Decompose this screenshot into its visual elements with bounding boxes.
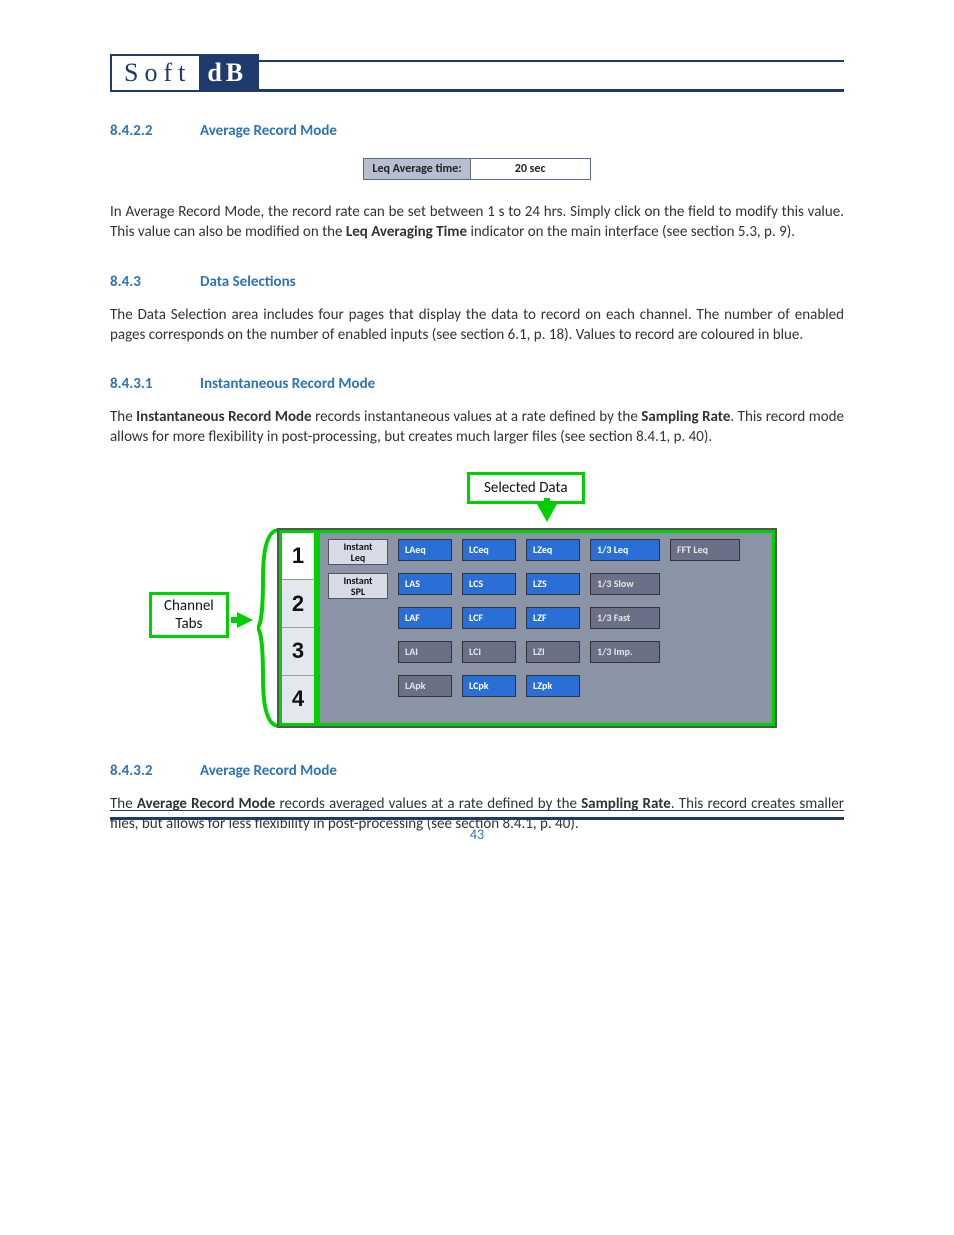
leq-average-value[interactable]: 20 sec bbox=[471, 158, 591, 180]
paragraph-8422: In Average Record Mode, the record rate … bbox=[110, 202, 844, 243]
heading-843: 8.4.3 Data Selections bbox=[110, 273, 844, 291]
data-chip-las[interactable]: LAS bbox=[398, 573, 452, 595]
channel-tabs: 1 2 3 4 bbox=[279, 530, 317, 726]
data-chip-fft-leq[interactable]: FFT Leq bbox=[670, 539, 740, 561]
data-chip-lzs[interactable]: LZS bbox=[526, 573, 580, 595]
data-chip-lcf[interactable]: LCF bbox=[462, 607, 516, 629]
data-chip-lzpk[interactable]: LZpk bbox=[526, 675, 580, 697]
heading-title: Average Record Mode bbox=[200, 122, 337, 140]
data-chip-lzf[interactable]: LZF bbox=[526, 607, 580, 629]
data-chip-1-3-imp-[interactable]: 1/3 Imp. bbox=[590, 641, 660, 663]
text-bold: Sampling Rate bbox=[641, 408, 730, 426]
text-bold: Leq Averaging Time bbox=[346, 223, 467, 241]
heading-num: 8.4.3.2 bbox=[110, 762, 200, 780]
data-selection-panel: 1 2 3 4 InstantLeq LAeq LCeq LZeq 1/3 Leq FFT… bbox=[277, 528, 777, 728]
data-chip-laeq[interactable]: LAeq bbox=[398, 539, 452, 561]
channel-tab-3[interactable]: 3 bbox=[282, 628, 314, 676]
heading-num: 8.4.2.2 bbox=[110, 122, 200, 140]
data-chip-1-3-fast[interactable]: 1/3 Fast bbox=[590, 607, 660, 629]
footer-rule bbox=[110, 817, 844, 820]
data-chip-laf[interactable]: LAF bbox=[398, 607, 452, 629]
data-selection-diagram: Selected Data Channel Tabs 1 2 3 4 Insta… bbox=[167, 472, 787, 732]
text: Channel bbox=[164, 597, 214, 615]
callout-selected-data: Selected Data bbox=[467, 472, 585, 504]
data-chip-1-3-slow[interactable]: 1/3 Slow bbox=[590, 573, 660, 595]
page-number: 43 bbox=[470, 826, 484, 843]
data-chip-lapk[interactable]: LApk bbox=[398, 675, 452, 697]
page-footer: 43 bbox=[110, 810, 844, 844]
paragraph-843: The Data Selection area includes four pa… bbox=[110, 305, 844, 346]
heading-title: Instantaneous Record Mode bbox=[200, 375, 375, 393]
text: Tabs bbox=[175, 615, 202, 633]
arrow-down-icon bbox=[537, 504, 557, 522]
heading-title: Average Record Mode bbox=[200, 762, 337, 780]
data-chip-lceq[interactable]: LCeq bbox=[462, 539, 516, 561]
heading-8422: 8.4.2.2 Average Record Mode bbox=[110, 122, 844, 140]
row-label-instant-leq: InstantLeq bbox=[328, 539, 388, 565]
paragraph-8431: The Instantaneous Record Mode records in… bbox=[110, 407, 844, 448]
heading-num: 8.4.3 bbox=[110, 273, 200, 291]
text: The bbox=[110, 408, 136, 426]
heading-num: 8.4.3.1 bbox=[110, 375, 200, 393]
leq-average-label: Leq Average time: bbox=[363, 158, 470, 180]
channel-tab-2[interactable]: 2 bbox=[282, 580, 314, 628]
data-chip-lzi[interactable]: LZI bbox=[526, 641, 580, 663]
heading-8432: 8.4.3.2 Average Record Mode bbox=[110, 762, 844, 780]
header-rule-bottom bbox=[259, 89, 844, 92]
channel-tab-1[interactable]: 1 bbox=[282, 533, 314, 581]
leq-average-widget: Leq Average time: 20 sec bbox=[110, 158, 844, 180]
row-label-instant-spl: InstantSPL bbox=[328, 573, 388, 599]
channel-tab-4[interactable]: 4 bbox=[282, 676, 314, 723]
heading-8431: 8.4.3.1 Instantaneous Record Mode bbox=[110, 375, 844, 393]
data-chip-1-3-leq[interactable]: 1/3 Leq bbox=[590, 539, 660, 561]
data-chip-lcpk[interactable]: LCpk bbox=[462, 675, 516, 697]
text: indicator on the main interface (see sec… bbox=[467, 223, 795, 241]
arrow-right-icon bbox=[237, 612, 253, 628]
logo-text-db: dB bbox=[199, 56, 257, 90]
header-logo: Soft dB bbox=[110, 62, 844, 92]
logo-box: Soft dB bbox=[110, 54, 259, 92]
text: records instantaneous values at a rate d… bbox=[312, 408, 642, 426]
footer-rule-thin bbox=[110, 810, 844, 811]
data-chip-lci[interactable]: LCI bbox=[462, 641, 516, 663]
data-chip-lzeq[interactable]: LZeq bbox=[526, 539, 580, 561]
heading-title: Data Selections bbox=[200, 273, 296, 291]
data-chip-lai[interactable]: LAI bbox=[398, 641, 452, 663]
logo-text-soft: Soft bbox=[112, 58, 199, 88]
panel-body: InstantLeq LAeq LCeq LZeq 1/3 Leq FFT Leq Inst… bbox=[317, 530, 775, 726]
callout-channel-tabs: Channel Tabs bbox=[149, 592, 229, 638]
text-bold: Instantaneous Record Mode bbox=[136, 408, 311, 426]
data-chip-lcs[interactable]: LCS bbox=[462, 573, 516, 595]
